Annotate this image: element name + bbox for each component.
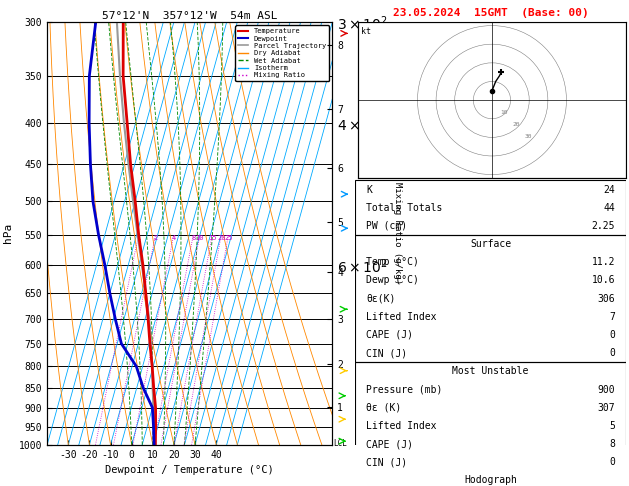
- Text: CAPE (J): CAPE (J): [366, 330, 413, 340]
- Text: 1: 1: [136, 235, 141, 241]
- Text: 44: 44: [603, 203, 615, 213]
- Y-axis label: hPa: hPa: [3, 223, 13, 243]
- Text: CAPE (J): CAPE (J): [366, 439, 413, 449]
- Text: 900: 900: [598, 384, 615, 395]
- Bar: [355, 180, 626, 235]
- Text: 0: 0: [609, 348, 615, 358]
- Text: 4: 4: [172, 235, 176, 241]
- Text: Lifted Index: Lifted Index: [366, 421, 437, 431]
- Y-axis label: Mixing Ratio (g/kg): Mixing Ratio (g/kg): [393, 182, 402, 284]
- Text: Hodograph: Hodograph: [464, 475, 517, 486]
- Bar: [355, 471, 626, 486]
- Text: 15: 15: [208, 235, 216, 241]
- Text: CIN (J): CIN (J): [366, 348, 408, 358]
- Text: 20: 20: [217, 235, 225, 241]
- Text: 8: 8: [191, 235, 196, 241]
- Text: CIN (J): CIN (J): [366, 457, 408, 467]
- Text: Dewp (°C): Dewp (°C): [366, 276, 419, 285]
- Text: PW (cm): PW (cm): [366, 221, 408, 231]
- Text: 11.2: 11.2: [591, 257, 615, 267]
- Text: 307: 307: [598, 403, 615, 413]
- Text: 0: 0: [609, 457, 615, 467]
- Bar: [355, 362, 626, 471]
- X-axis label: Dewpoint / Temperature (°C): Dewpoint / Temperature (°C): [106, 465, 274, 475]
- Text: K: K: [366, 185, 372, 194]
- Text: 10.6: 10.6: [591, 276, 615, 285]
- Text: Totals Totals: Totals Totals: [366, 203, 443, 213]
- Legend: Temperature, Dewpoint, Parcel Trajectory, Dry Adiabat, Wet Adiabat, Isotherm, Mi: Temperature, Dewpoint, Parcel Trajectory…: [235, 25, 329, 81]
- Text: 25: 25: [224, 235, 233, 241]
- Text: 2: 2: [153, 235, 158, 241]
- Text: Surface: Surface: [470, 239, 511, 249]
- Text: LCL: LCL: [333, 439, 347, 449]
- Text: θε(K): θε(K): [366, 294, 396, 304]
- Text: Temp (°C): Temp (°C): [366, 257, 419, 267]
- Text: 2.25: 2.25: [591, 221, 615, 231]
- Title: 57°12'N  357°12'W  54m ASL: 57°12'N 357°12'W 54m ASL: [102, 11, 277, 21]
- Text: 0: 0: [609, 330, 615, 340]
- Text: 8: 8: [609, 439, 615, 449]
- Text: 306: 306: [598, 294, 615, 304]
- Text: 24: 24: [603, 185, 615, 194]
- Text: 23.05.2024  15GMT  (Base: 00): 23.05.2024 15GMT (Base: 00): [392, 8, 589, 17]
- Text: 7: 7: [609, 312, 615, 322]
- Text: Lifted Index: Lifted Index: [366, 312, 437, 322]
- Text: 5: 5: [609, 421, 615, 431]
- Bar: [358, 22, 626, 178]
- Bar: [355, 235, 626, 362]
- Text: Most Unstable: Most Unstable: [452, 366, 529, 376]
- Text: Pressure (mb): Pressure (mb): [366, 384, 443, 395]
- Text: θε (K): θε (K): [366, 403, 401, 413]
- Text: 10: 10: [196, 235, 204, 241]
